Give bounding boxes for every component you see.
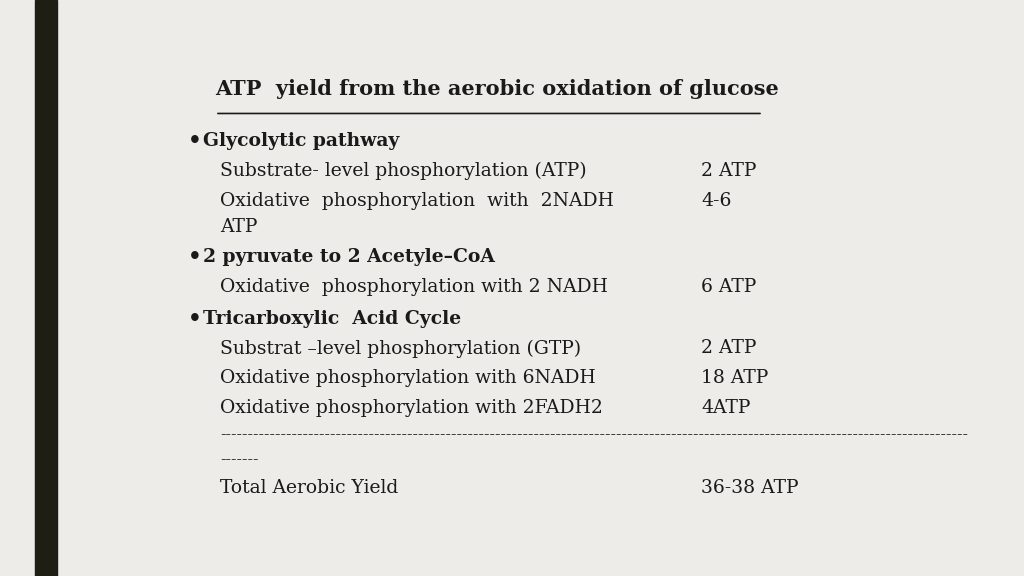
Text: 2 ATP: 2 ATP xyxy=(701,162,757,180)
Text: Substrate- level phosphorylation (ATP): Substrate- level phosphorylation (ATP) xyxy=(220,162,587,180)
Text: ATP  yield from the aerobic oxidation of glucose: ATP yield from the aerobic oxidation of … xyxy=(215,79,779,99)
Bar xyxy=(35,0,57,576)
Text: 36-38 ATP: 36-38 ATP xyxy=(701,479,799,498)
Text: 18 ATP: 18 ATP xyxy=(701,369,769,388)
Text: •: • xyxy=(187,130,201,152)
Text: --------------------------------------------------------------------------------: ----------------------------------------… xyxy=(220,426,968,444)
Text: Glycolytic pathway: Glycolytic pathway xyxy=(203,132,399,150)
Text: •: • xyxy=(187,308,201,329)
Text: Substrat –level phosphorylation (GTP): Substrat –level phosphorylation (GTP) xyxy=(220,339,582,358)
Text: 6 ATP: 6 ATP xyxy=(701,278,757,296)
Text: Tricarboxylic  Acid Cycle: Tricarboxylic Acid Cycle xyxy=(203,309,461,328)
Text: 2 pyruvate to 2 Acetyle–CoA: 2 pyruvate to 2 Acetyle–CoA xyxy=(203,248,495,266)
Text: -------: ------- xyxy=(220,451,259,468)
Text: 4ATP: 4ATP xyxy=(701,399,751,418)
Text: Oxidative phosphorylation with 2FADH2: Oxidative phosphorylation with 2FADH2 xyxy=(220,399,603,418)
Text: Oxidative phosphorylation with 6NADH: Oxidative phosphorylation with 6NADH xyxy=(220,369,596,388)
Text: 2 ATP: 2 ATP xyxy=(701,339,757,358)
Text: ATP: ATP xyxy=(220,218,257,236)
Text: 4-6: 4-6 xyxy=(701,192,732,210)
Text: Oxidative  phosphorylation with 2 NADH: Oxidative phosphorylation with 2 NADH xyxy=(220,278,608,296)
Text: Oxidative  phosphorylation  with  2NADH: Oxidative phosphorylation with 2NADH xyxy=(220,192,614,210)
Text: Total Aerobic Yield: Total Aerobic Yield xyxy=(220,479,398,498)
Text: •: • xyxy=(187,246,201,268)
